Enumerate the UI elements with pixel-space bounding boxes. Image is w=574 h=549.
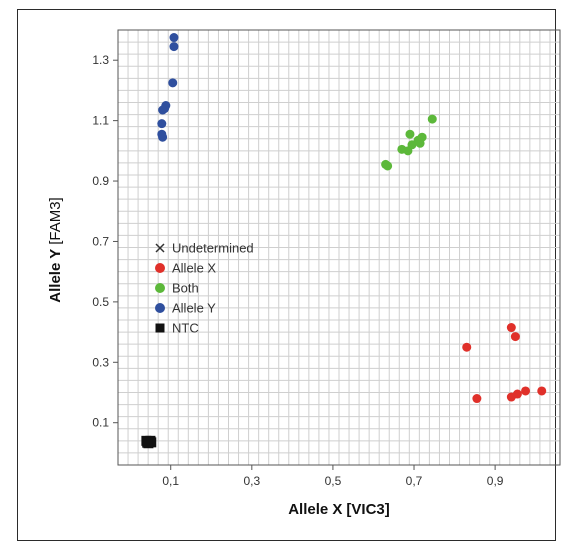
point-allele-x	[521, 386, 531, 396]
x-axis-title: Allele X [VIC3]	[288, 501, 390, 518]
legend-label-both: Both	[172, 281, 199, 296]
x-axis-title-unit: [VIC3]	[346, 501, 389, 518]
x-tick-label: 0,9	[487, 474, 504, 488]
point-both	[417, 132, 427, 142]
point-allele-y	[169, 42, 179, 52]
point-allele-x	[472, 394, 482, 404]
legend-marker-undetermined	[155, 243, 165, 253]
y-tick-label: 0.9	[92, 174, 109, 188]
legend-label-allele-y: Allele Y	[172, 301, 216, 316]
legend: Undetermined Allele X Both Allele Y NTC	[155, 241, 254, 336]
x-tick-label: 0,1	[162, 474, 179, 488]
y-tick-label: 0.1	[92, 416, 109, 430]
point-allele-x	[537, 386, 547, 396]
legend-label-undetermined: Undetermined	[172, 241, 254, 256]
legend-marker-allele-x	[155, 263, 165, 273]
y-tick-label: 1.1	[92, 114, 109, 128]
y-axis-title-main: Allele Y	[47, 249, 64, 303]
x-axis-title-main: Allele X	[288, 501, 342, 518]
point-allele-x	[462, 342, 472, 352]
plot-area-border	[117, 29, 561, 466]
y-tick-label: 0.5	[92, 295, 109, 309]
grid	[118, 30, 560, 465]
point-allele-y	[168, 78, 178, 88]
y-axis-title: Allele Y [FAM3]	[47, 197, 64, 302]
point-both	[383, 161, 393, 171]
y-axis-ticks: 0.1 0.3 0.5 0.7 0.9 1.1 1.3	[92, 53, 118, 430]
figure-frame	[17, 9, 556, 541]
x-tick-label: 0,3	[243, 474, 260, 488]
point-ntc	[142, 437, 153, 448]
x-tick-label: 0,5	[325, 474, 342, 488]
x-tick-label: 0,7	[406, 474, 423, 488]
point-allele-x	[512, 389, 522, 399]
point-allele-y	[169, 33, 179, 43]
data-points	[141, 33, 547, 449]
x-axis-ticks: 0,1 0,3 0,5 0,7 0,9	[162, 465, 504, 488]
legend-marker-ntc	[155, 323, 165, 333]
y-axis-title-unit: [FAM3]	[47, 197, 64, 245]
point-both	[405, 129, 415, 139]
legend-label-allele-x: Allele X	[172, 261, 216, 276]
y-tick-label: 0.3	[92, 355, 109, 369]
point-allele-x	[510, 332, 520, 342]
point-both	[427, 114, 437, 124]
legend-marker-allele-y	[155, 303, 165, 313]
legend-marker-both	[155, 283, 165, 293]
legend-label-ntc: NTC	[172, 321, 199, 336]
point-allele-y	[158, 105, 168, 115]
point-allele-x	[506, 323, 516, 333]
point-allele-y	[158, 132, 168, 142]
y-tick-label: 1.3	[92, 53, 109, 67]
point-allele-y	[157, 119, 167, 129]
y-tick-label: 0.7	[92, 234, 109, 248]
